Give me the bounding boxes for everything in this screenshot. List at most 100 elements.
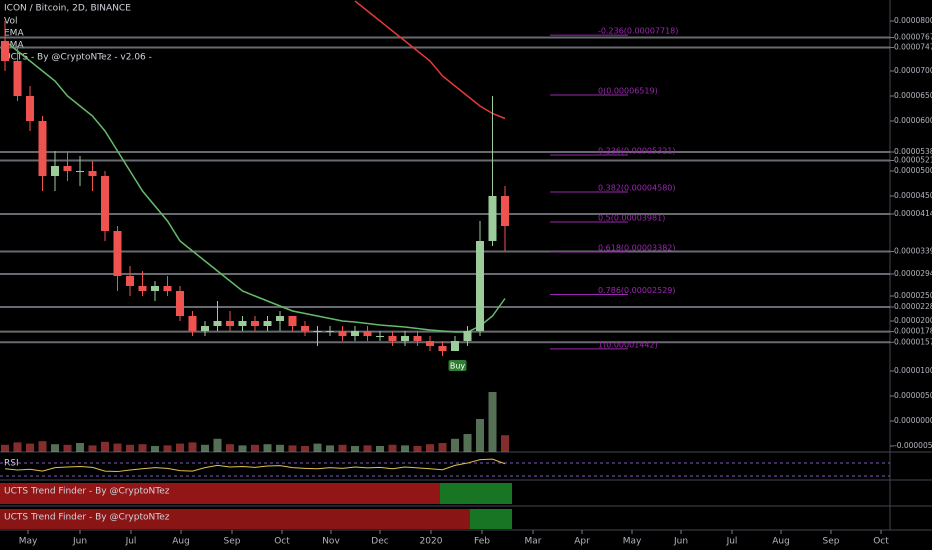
y-tick-label: 0.00001000	[894, 366, 932, 375]
volume-bar	[88, 445, 97, 452]
candle-body	[301, 326, 309, 331]
fib-label: 1(0.00001442)	[598, 340, 658, 349]
trend-panes	[0, 483, 512, 529]
chart-title: ICON / Bitcoin, 2D, BINANCE	[4, 4, 131, 14]
candle-body	[163, 286, 172, 291]
indicator-label: EMA	[4, 41, 24, 51]
trend-bearish	[0, 509, 470, 529]
candle-body	[1, 41, 9, 61]
volume-bar	[376, 446, 384, 452]
x-tick-label: Aug	[772, 537, 790, 547]
fib-label: 0.382(0.00004580)	[598, 184, 676, 193]
x-tick-label: May	[623, 537, 642, 547]
candle-body	[313, 331, 322, 332]
candle-body	[126, 276, 134, 286]
y-tick-label: 0.00007670	[894, 33, 932, 42]
x-tick-label: Feb	[474, 537, 490, 547]
candle-body	[238, 321, 247, 326]
x-tick-label: Jun	[72, 537, 87, 547]
y-tick-label: 0.00001788	[894, 327, 932, 336]
trend-bearish	[0, 483, 440, 504]
candle-body	[263, 321, 272, 326]
volume-bar	[363, 445, 372, 452]
candle-body	[51, 166, 59, 176]
candle-body	[113, 231, 122, 276]
volume-bar	[76, 443, 84, 452]
candle-body	[288, 316, 297, 326]
indicator-label: Vol	[4, 17, 17, 27]
y-tick-label: 0.00006000	[894, 116, 932, 125]
volume-bar	[38, 441, 47, 452]
y-tick-label: 0.00007000	[894, 66, 932, 75]
volume-bar	[113, 443, 122, 452]
volume-bar	[351, 446, 359, 452]
volume-bar	[338, 444, 347, 452]
y-tick-label: 0.00004140	[894, 209, 932, 218]
fib-label: -0.236(0.00007718)	[598, 27, 678, 36]
candle-body	[501, 196, 509, 226]
candle-body	[388, 336, 397, 341]
volume-bar	[126, 444, 134, 452]
volume-bar	[401, 445, 409, 452]
candle-body	[101, 176, 109, 231]
x-tick-label: Jul	[125, 537, 137, 547]
candle-body	[376, 336, 384, 337]
y-tick-label: 0.00002000	[894, 316, 932, 325]
x-tick-label: Jun	[673, 537, 688, 547]
candle-body	[476, 241, 484, 331]
candle-body	[488, 196, 497, 241]
candle-body	[26, 96, 34, 121]
x-tick-label: 2020	[420, 537, 443, 547]
volume-bar	[63, 444, 72, 452]
indicator-label: EMA	[4, 29, 24, 39]
candle-body	[276, 316, 284, 321]
fib-label: 0.618(0.00003382)	[598, 243, 676, 252]
volume-bar	[301, 446, 309, 452]
candle-body	[351, 331, 359, 336]
candle-body	[226, 321, 234, 326]
fib-label: 0(0.00006519)	[598, 87, 658, 96]
volume-bar	[238, 445, 247, 452]
fib-label: 0.786(0.00002529)	[598, 286, 676, 295]
candle-body	[401, 336, 409, 341]
pane-label: UCTS Trend Finder - By @CryptoNTez	[4, 487, 170, 497]
x-tick-label: Oct	[873, 537, 889, 547]
volume-bar	[226, 444, 234, 452]
volume-bar	[1, 444, 9, 452]
rsi-line	[4, 458, 506, 473]
volume-bar	[451, 438, 459, 452]
trend-bullish	[470, 509, 512, 529]
indicator-label: UCTS - By @CryptoNTez - v2.06 -	[4, 53, 152, 63]
x-tick-label: Dec	[371, 537, 388, 547]
buy-label: Buy	[450, 362, 466, 371]
x-tick-label: Sep	[224, 537, 241, 547]
y-tick-label: 0.00005210	[894, 156, 932, 165]
y-tick-label: 0.00001574	[894, 337, 932, 346]
volume-bar	[488, 392, 497, 452]
y-tick-label: 0.00006500	[894, 91, 932, 100]
candle-body	[138, 286, 147, 291]
volume-bar	[251, 444, 259, 452]
fib-label: 0.5(0.00003981)	[598, 213, 665, 222]
y-tick-label: 0.00000000	[894, 416, 932, 425]
y-tick-label: 0.00002280	[894, 302, 932, 311]
volume-bar	[138, 444, 147, 452]
volume-bar	[176, 443, 184, 452]
ema-line	[354, 0, 506, 120]
candle-body	[188, 316, 197, 331]
candle-body	[38, 121, 47, 176]
candle-body	[451, 341, 459, 351]
volume-bar	[163, 445, 172, 452]
candle-body	[251, 321, 259, 326]
candle-body	[213, 321, 222, 326]
volume-bar	[101, 441, 109, 452]
volume-bar	[263, 444, 272, 452]
y-tick-label: 0.00008000	[894, 16, 932, 25]
y-tick-label: 0.00003390	[894, 247, 932, 256]
y-tick-label: 0.00004500	[894, 191, 932, 200]
candle-body	[63, 166, 72, 171]
volume-bar	[413, 446, 422, 452]
candle-body	[463, 331, 472, 341]
volume-bar	[13, 442, 22, 452]
y-tick-label: -0.00000500	[894, 441, 932, 450]
